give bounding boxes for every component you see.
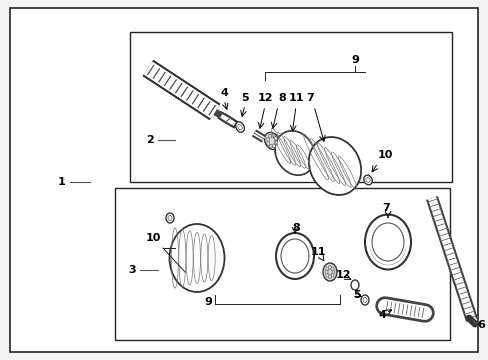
Ellipse shape [328, 266, 331, 270]
Ellipse shape [308, 137, 361, 195]
Text: 9: 9 [203, 297, 211, 307]
Ellipse shape [364, 215, 410, 270]
Ellipse shape [325, 270, 327, 274]
Text: 9: 9 [350, 55, 358, 65]
Text: 4: 4 [377, 310, 385, 320]
Ellipse shape [325, 267, 328, 271]
Ellipse shape [268, 144, 272, 148]
Ellipse shape [360, 295, 368, 305]
Ellipse shape [268, 134, 271, 138]
Text: 6: 6 [476, 320, 484, 330]
Ellipse shape [363, 175, 371, 185]
Ellipse shape [323, 263, 336, 281]
Ellipse shape [362, 297, 366, 302]
Ellipse shape [325, 273, 328, 277]
Text: 2: 2 [146, 135, 154, 145]
Ellipse shape [331, 270, 334, 274]
Text: 11: 11 [287, 93, 303, 103]
Ellipse shape [365, 177, 369, 183]
Ellipse shape [274, 131, 314, 175]
Text: 7: 7 [305, 93, 313, 103]
Ellipse shape [271, 134, 274, 138]
Ellipse shape [266, 141, 269, 145]
Ellipse shape [330, 267, 333, 271]
Text: 10: 10 [145, 233, 161, 243]
Text: 8: 8 [278, 93, 285, 103]
Ellipse shape [272, 144, 275, 148]
Ellipse shape [235, 122, 244, 132]
Ellipse shape [274, 136, 277, 140]
Ellipse shape [275, 233, 313, 279]
Text: 12: 12 [257, 93, 272, 103]
Ellipse shape [237, 124, 242, 130]
Text: 5: 5 [241, 93, 248, 103]
Ellipse shape [330, 273, 333, 277]
Ellipse shape [168, 216, 172, 220]
Ellipse shape [266, 138, 269, 141]
Ellipse shape [264, 132, 279, 150]
Text: 1: 1 [58, 177, 66, 187]
Bar [130, 32, 451, 182]
Text: 3: 3 [128, 265, 136, 275]
Ellipse shape [165, 213, 174, 223]
Bar [115, 188, 449, 340]
Text: 12: 12 [335, 270, 350, 280]
Ellipse shape [281, 239, 308, 273]
Ellipse shape [350, 280, 358, 290]
Text: 7: 7 [381, 203, 389, 213]
Ellipse shape [169, 224, 224, 292]
Text: 11: 11 [309, 247, 325, 257]
Text: 4: 4 [220, 88, 227, 98]
Text: 8: 8 [291, 223, 299, 233]
Text: 10: 10 [377, 150, 392, 160]
Ellipse shape [274, 141, 277, 144]
Ellipse shape [328, 274, 331, 279]
Ellipse shape [371, 223, 403, 261]
Text: 5: 5 [352, 290, 360, 300]
